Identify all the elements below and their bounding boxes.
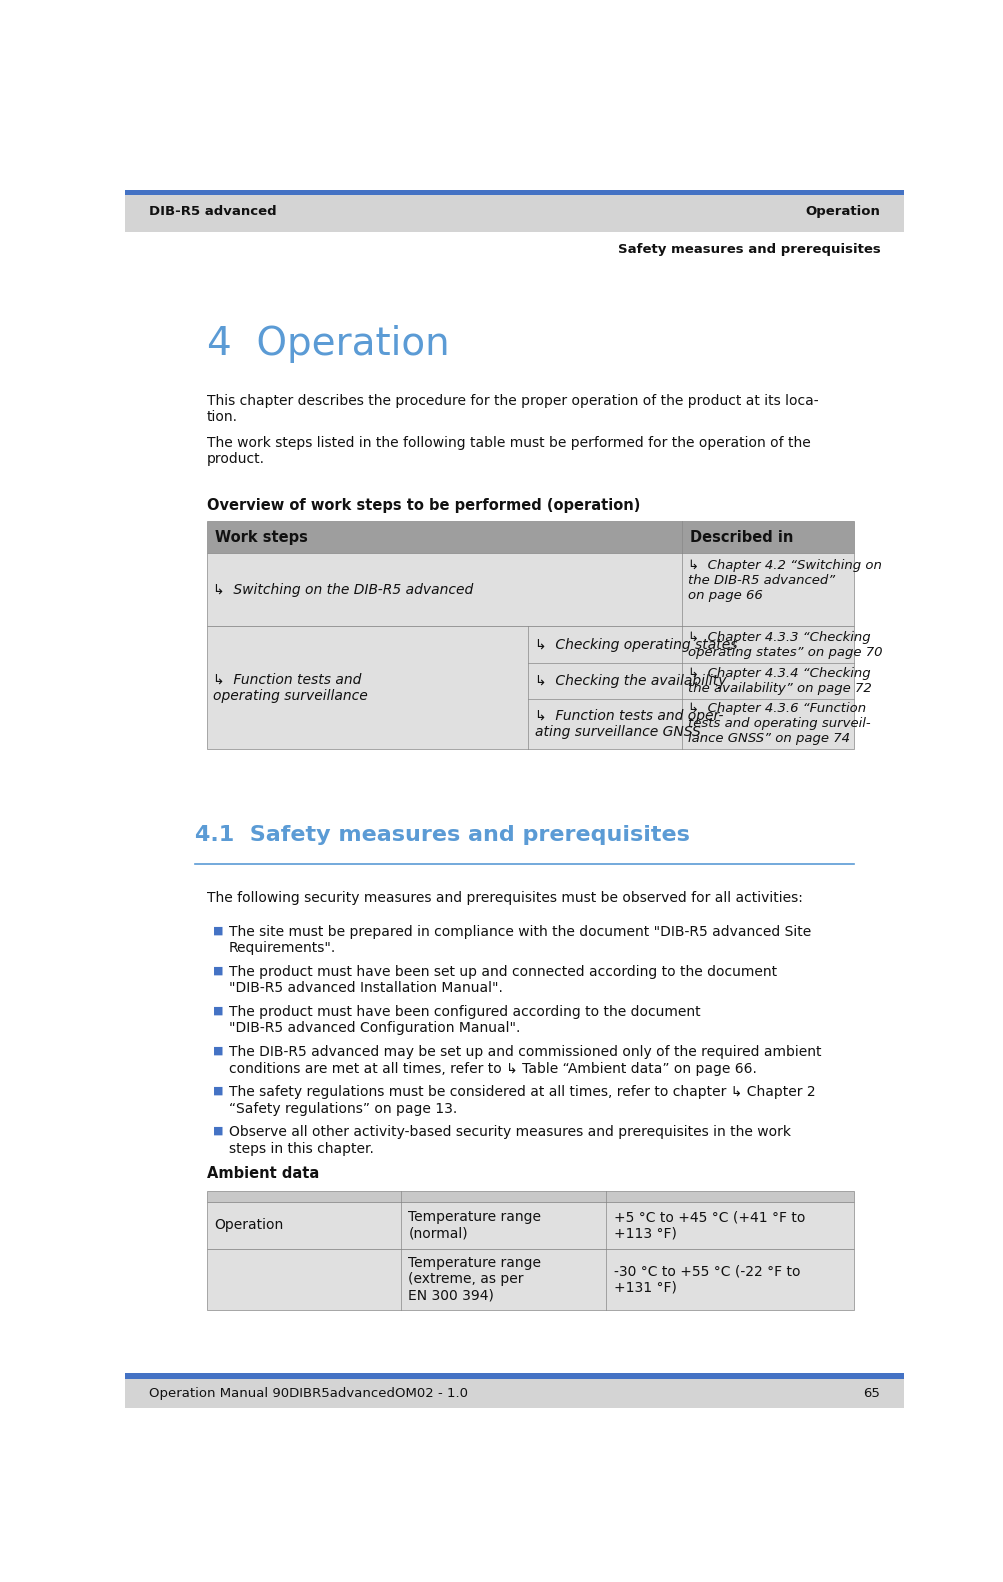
Text: Observe all other activity-based security measures and prerequisites in the work: Observe all other activity-based securit… [229,1125,789,1155]
Text: Operation: Operation [804,204,880,217]
Text: ↳  Checking the availability: ↳ Checking the availability [535,674,725,688]
Text: Safety measures and prerequisites: Safety measures and prerequisites [617,242,880,256]
Text: ■: ■ [213,1085,224,1095]
Text: ■: ■ [213,1125,224,1136]
Text: -30 °C to +55 °C (-22 °F to
+131 °F): -30 °C to +55 °C (-22 °F to +131 °F) [613,1264,799,1294]
Bar [125,1373,903,1380]
Text: The DIB-R5 advanced may be set up and commissioned only of the required ambient
: The DIB-R5 advanced may be set up and co… [229,1046,820,1076]
Bar [207,554,854,626]
Text: ↳  Chapter 4.3.3 “Checking
operating states” on page 70: ↳ Chapter 4.3.3 “Checking operating stat… [687,631,882,658]
Text: Operation: Operation [215,1218,284,1232]
Text: This chapter describes the procedure for the proper operation of the product at : This chapter describes the procedure for… [207,394,817,424]
Bar [125,190,903,233]
Text: ■: ■ [213,925,224,935]
Text: The product must have been set up and connected according to the document
"DIB-R: The product must have been set up and co… [229,965,776,995]
Text: ↳  Checking operating states: ↳ Checking operating states [535,638,736,652]
Bar [207,1202,854,1248]
Text: DIB-R5 advanced: DIB-R5 advanced [148,204,276,217]
Text: Overview of work steps to be performed (operation): Overview of work steps to be performed (… [207,498,640,513]
Bar [207,1191,854,1202]
Text: 65: 65 [863,1387,880,1400]
Text: The work steps listed in the following table must be performed for the operation: The work steps listed in the following t… [207,437,809,467]
Bar [207,520,854,554]
Text: 4  Operation: 4 Operation [207,324,449,362]
Text: The product must have been configured according to the document
"DIB-R5 advanced: The product must have been configured ac… [229,1005,699,1036]
Text: The site must be prepared in compliance with the document "DIB-R5 advanced Site
: The site must be prepared in compliance … [229,925,810,956]
Bar [125,190,903,195]
Text: ■: ■ [213,1005,224,1016]
Bar [207,1248,854,1310]
Text: 4.1  Safety measures and prerequisites: 4.1 Safety measures and prerequisites [195,826,689,845]
Bar [125,1373,903,1408]
Text: The following security measures and prerequisites must be observed for all activ: The following security measures and prer… [207,891,802,905]
Text: +5 °C to +45 °C (+41 °F to
+113 °F): +5 °C to +45 °C (+41 °F to +113 °F) [613,1210,804,1240]
Text: The safety regulations must be considered at all times, refer to chapter ↳ Chapt: The safety regulations must be considere… [229,1085,814,1115]
Text: Temperature range
(normal): Temperature range (normal) [408,1210,541,1240]
Text: Described in: Described in [689,530,792,544]
Text: Work steps: Work steps [215,530,307,544]
Text: Operation Manual 90DIBR5advancedOM02 - 1.0: Operation Manual 90DIBR5advancedOM02 - 1… [148,1387,467,1400]
Text: ↳  Chapter 4.3.4 “Checking
the availability” on page 72: ↳ Chapter 4.3.4 “Checking the availabili… [687,666,871,694]
Text: Temperature range
(extreme, as per
EN 300 394): Temperature range (extreme, as per EN 30… [408,1256,541,1302]
Text: Ambient data: Ambient data [207,1166,319,1182]
Text: ↳  Switching on the DIB-R5 advanced: ↳ Switching on the DIB-R5 advanced [213,582,472,596]
Text: ↳  Chapter 4.3.6 “Function
tests and operating surveil-
lance GNSS” on page 74: ↳ Chapter 4.3.6 “Function tests and oper… [687,702,870,745]
Text: ↳  Function tests and
operating surveillance: ↳ Function tests and operating surveilla… [213,672,367,702]
Text: ■: ■ [213,965,224,975]
Text: ↳  Function tests and oper-
ating surveillance GNSS: ↳ Function tests and oper- ating surveil… [535,709,722,739]
Bar [207,626,854,748]
Text: ■: ■ [213,1046,224,1055]
Text: ↳  Chapter 4.2 “Switching on
the DIB-R5 advanced”
on page 66: ↳ Chapter 4.2 “Switching on the DIB-R5 a… [687,560,882,603]
